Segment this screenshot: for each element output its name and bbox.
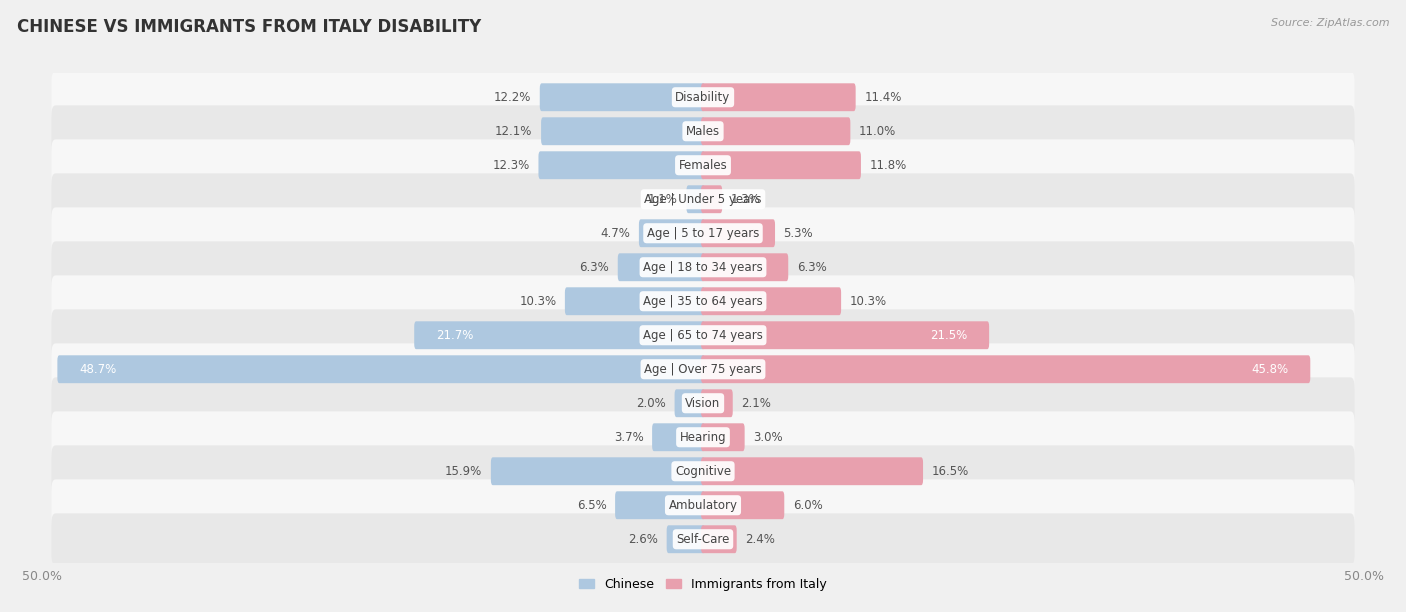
FancyBboxPatch shape (702, 118, 851, 145)
FancyBboxPatch shape (58, 356, 704, 383)
Text: Age | 18 to 34 years: Age | 18 to 34 years (643, 261, 763, 274)
FancyBboxPatch shape (686, 185, 704, 213)
Text: 6.5%: 6.5% (576, 499, 606, 512)
FancyBboxPatch shape (52, 207, 1354, 259)
FancyBboxPatch shape (52, 411, 1354, 463)
Text: 10.3%: 10.3% (519, 295, 557, 308)
Text: 11.8%: 11.8% (869, 159, 907, 172)
Text: Age | 65 to 74 years: Age | 65 to 74 years (643, 329, 763, 341)
FancyBboxPatch shape (702, 287, 841, 315)
Text: Cognitive: Cognitive (675, 465, 731, 478)
Text: Age | 35 to 64 years: Age | 35 to 64 years (643, 295, 763, 308)
FancyBboxPatch shape (52, 378, 1354, 429)
Text: 2.0%: 2.0% (637, 397, 666, 410)
Text: 1.3%: 1.3% (731, 193, 761, 206)
Text: 1.1%: 1.1% (648, 193, 678, 206)
FancyBboxPatch shape (702, 491, 785, 519)
Text: 12.2%: 12.2% (494, 91, 531, 104)
FancyBboxPatch shape (702, 151, 860, 179)
Text: Source: ZipAtlas.com: Source: ZipAtlas.com (1271, 18, 1389, 28)
Text: Age | Over 75 years: Age | Over 75 years (644, 363, 762, 376)
Text: Age | 5 to 17 years: Age | 5 to 17 years (647, 226, 759, 240)
Text: Ambulatory: Ambulatory (668, 499, 738, 512)
Text: Females: Females (679, 159, 727, 172)
Text: 10.3%: 10.3% (849, 295, 887, 308)
Text: 45.8%: 45.8% (1251, 363, 1288, 376)
Text: 3.7%: 3.7% (614, 431, 644, 444)
FancyBboxPatch shape (52, 446, 1354, 497)
FancyBboxPatch shape (702, 424, 745, 451)
Text: 15.9%: 15.9% (446, 465, 482, 478)
Text: Age | Under 5 years: Age | Under 5 years (644, 193, 762, 206)
Text: 48.7%: 48.7% (79, 363, 117, 376)
FancyBboxPatch shape (702, 389, 733, 417)
FancyBboxPatch shape (652, 424, 704, 451)
FancyBboxPatch shape (702, 253, 789, 281)
FancyBboxPatch shape (702, 185, 723, 213)
Text: 6.0%: 6.0% (793, 499, 823, 512)
Text: Self-Care: Self-Care (676, 532, 730, 546)
Text: Males: Males (686, 125, 720, 138)
FancyBboxPatch shape (52, 513, 1354, 565)
Text: 2.4%: 2.4% (745, 532, 775, 546)
FancyBboxPatch shape (541, 118, 704, 145)
FancyBboxPatch shape (52, 343, 1354, 395)
Text: 12.1%: 12.1% (495, 125, 533, 138)
Text: CHINESE VS IMMIGRANTS FROM ITALY DISABILITY: CHINESE VS IMMIGRANTS FROM ITALY DISABIL… (17, 18, 481, 36)
FancyBboxPatch shape (702, 219, 775, 247)
FancyBboxPatch shape (52, 275, 1354, 327)
FancyBboxPatch shape (52, 479, 1354, 531)
FancyBboxPatch shape (52, 241, 1354, 293)
FancyBboxPatch shape (702, 457, 924, 485)
FancyBboxPatch shape (617, 253, 704, 281)
FancyBboxPatch shape (415, 321, 704, 349)
FancyBboxPatch shape (52, 140, 1354, 191)
FancyBboxPatch shape (666, 525, 704, 553)
Text: 16.5%: 16.5% (932, 465, 969, 478)
FancyBboxPatch shape (614, 491, 704, 519)
FancyBboxPatch shape (52, 310, 1354, 361)
Text: 6.3%: 6.3% (579, 261, 609, 274)
Text: 5.3%: 5.3% (783, 226, 813, 240)
Text: 11.0%: 11.0% (859, 125, 896, 138)
FancyBboxPatch shape (52, 72, 1354, 123)
FancyBboxPatch shape (702, 83, 856, 111)
FancyBboxPatch shape (540, 83, 704, 111)
Text: 2.6%: 2.6% (628, 532, 658, 546)
Text: Disability: Disability (675, 91, 731, 104)
Legend: Chinese, Immigrants from Italy: Chinese, Immigrants from Italy (579, 578, 827, 591)
Text: 12.3%: 12.3% (492, 159, 530, 172)
FancyBboxPatch shape (565, 287, 704, 315)
Text: 4.7%: 4.7% (600, 226, 630, 240)
FancyBboxPatch shape (702, 525, 737, 553)
Text: 11.4%: 11.4% (865, 91, 901, 104)
FancyBboxPatch shape (52, 173, 1354, 225)
Text: 3.0%: 3.0% (754, 431, 783, 444)
FancyBboxPatch shape (675, 389, 704, 417)
Text: Vision: Vision (685, 397, 721, 410)
Text: 2.1%: 2.1% (741, 397, 772, 410)
FancyBboxPatch shape (638, 219, 704, 247)
FancyBboxPatch shape (491, 457, 704, 485)
Text: 21.5%: 21.5% (931, 329, 967, 341)
Text: 6.3%: 6.3% (797, 261, 827, 274)
Text: 21.7%: 21.7% (436, 329, 474, 341)
FancyBboxPatch shape (702, 356, 1310, 383)
FancyBboxPatch shape (538, 151, 704, 179)
Text: Hearing: Hearing (679, 431, 727, 444)
FancyBboxPatch shape (702, 321, 990, 349)
FancyBboxPatch shape (52, 105, 1354, 157)
